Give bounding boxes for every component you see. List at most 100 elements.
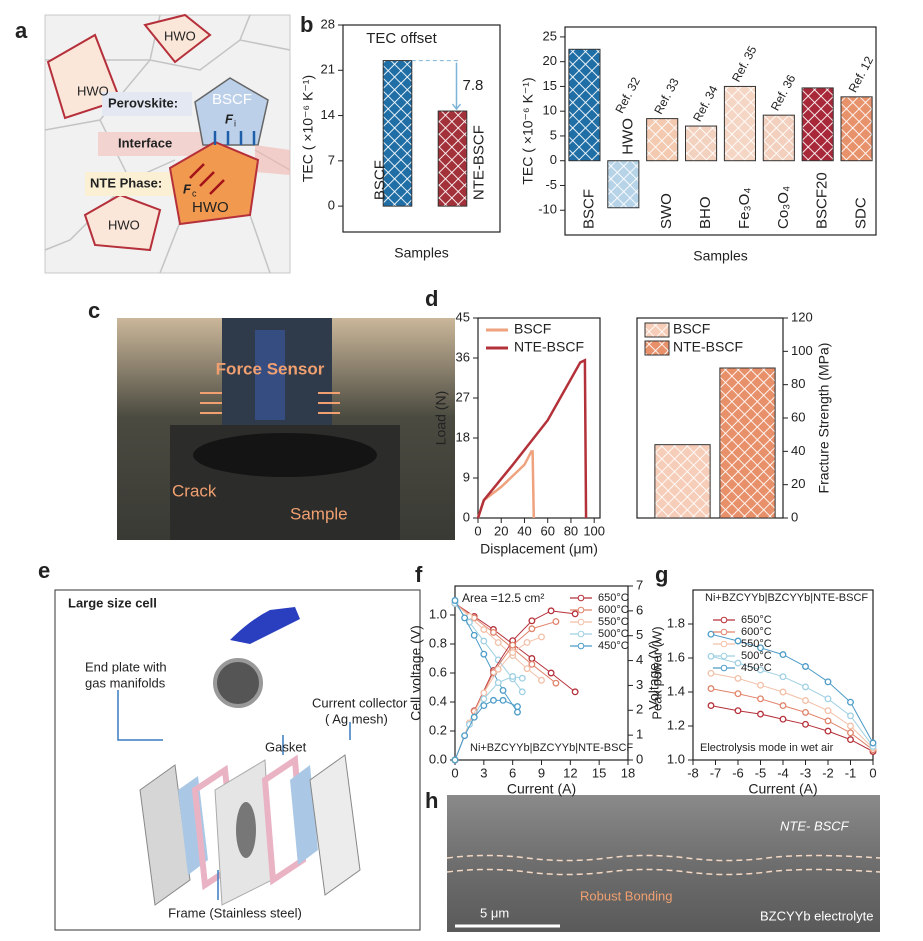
marker	[528, 655, 536, 662]
diagram-label: End plate with	[85, 659, 167, 674]
category-label: BSCF20	[814, 172, 831, 229]
category-label: SDC	[853, 197, 870, 229]
sem-label: Robust Bonding	[580, 888, 673, 903]
offset-arrow	[451, 62, 462, 111]
marker	[547, 669, 555, 677]
panel-label: e	[38, 558, 50, 583]
y-tick-label: 25	[543, 28, 557, 43]
annotation: Ni+BZCYYb|BZCYYb|NTE-BSCF	[470, 742, 633, 754]
marker	[734, 674, 742, 682]
reference-label: Ref. 36	[768, 72, 799, 113]
marker	[824, 695, 832, 703]
y-tick-label: 45	[456, 309, 470, 324]
marker	[480, 637, 488, 645]
x-tick-label: -2	[822, 765, 834, 780]
panel-label: d	[425, 286, 438, 311]
marker	[757, 666, 764, 674]
y-tick-label: 20	[543, 53, 557, 68]
marker	[494, 679, 502, 687]
category-label: SWO	[658, 193, 675, 229]
y-axis-label: Voltage (V)	[646, 640, 662, 709]
grain	[83, 193, 162, 252]
marker	[707, 630, 715, 638]
legend-label: 650°C	[598, 592, 629, 604]
series-line	[710, 688, 874, 751]
panel-label: b	[300, 12, 313, 37]
marker	[523, 665, 531, 673]
marker	[802, 708, 809, 716]
x-tick-label: 100	[583, 523, 605, 538]
bar	[382, 60, 413, 207]
x-tick-label: -6	[732, 765, 744, 780]
marker	[514, 703, 521, 711]
category-label: Co₃O₄	[775, 186, 792, 229]
marker	[707, 685, 715, 693]
diagram-label: gas manifolds	[85, 675, 166, 690]
category-label: BSCF	[580, 189, 597, 229]
photo-label: Sample	[290, 504, 348, 523]
marker	[734, 637, 742, 645]
y-tick-label: 27	[456, 389, 470, 404]
bar	[840, 96, 873, 162]
x-tick-label: 20	[494, 523, 508, 538]
plot-frame	[564, 26, 877, 236]
marker	[538, 633, 545, 641]
legend-marker	[577, 630, 585, 638]
marker	[499, 686, 507, 694]
marker	[802, 720, 809, 728]
legend-marker	[577, 606, 585, 614]
marker	[734, 690, 742, 698]
force-arrows	[189, 163, 225, 195]
legend-label: 600°C	[598, 604, 629, 616]
marker	[480, 689, 488, 697]
marker	[847, 736, 854, 744]
bar	[685, 125, 718, 162]
y-tick-label: 6	[636, 602, 643, 617]
y-tick-label: 2	[636, 702, 643, 717]
marker	[509, 673, 517, 680]
force-subscript: c	[192, 188, 197, 198]
marker	[707, 652, 715, 660]
y-tick-label: 7	[636, 577, 643, 592]
legend-marker	[720, 664, 728, 672]
marker	[547, 607, 555, 615]
marker	[528, 625, 536, 633]
y-tick-label: 3	[636, 677, 643, 692]
x-tick-label: -3	[800, 765, 812, 780]
sem-label: NTE- BSCF	[780, 818, 850, 833]
y-tick-label: 40	[791, 443, 805, 458]
marker	[480, 695, 488, 703]
diagram-label: Gasket	[265, 739, 307, 754]
y-tick-label: 0	[463, 509, 470, 524]
force-symbol: F	[225, 111, 234, 126]
y-tick-label: 21	[321, 62, 335, 77]
panel-label: g	[655, 562, 668, 587]
marker	[824, 678, 832, 686]
x-axis-label: Samples	[394, 245, 448, 261]
y-tick-label: 28	[321, 16, 335, 31]
marker	[707, 669, 715, 677]
nte-grain	[168, 140, 260, 226]
annotation: Ni+BZCYYb|BZCYYb|NTE-BSCF	[705, 592, 868, 604]
y-tick-label: 120	[791, 309, 813, 324]
marker	[523, 638, 531, 646]
cell-disc	[213, 658, 263, 708]
marker	[518, 674, 526, 682]
x-axis-label: Displacement (μm)	[480, 541, 598, 557]
x-tick-label: 40	[517, 523, 531, 538]
end-plate	[309, 754, 361, 896]
grain-label: HWO	[108, 217, 140, 232]
y-tick-label: 60	[791, 409, 805, 424]
panel-label: a	[15, 18, 28, 43]
annotation: Area =12.5 cm²	[462, 591, 544, 605]
y-tick-label: 0.4	[429, 693, 447, 708]
reference-label: Ref. 35	[729, 43, 760, 84]
y-tick-label: -10	[538, 202, 557, 217]
grain-label: BSCF	[212, 91, 252, 108]
bar	[654, 444, 711, 519]
x-tick-label: 0	[869, 765, 876, 780]
marker	[538, 676, 545, 684]
legend-label: 500°C	[741, 650, 772, 662]
grain-label: HWO	[164, 28, 196, 43]
bar	[646, 118, 679, 162]
